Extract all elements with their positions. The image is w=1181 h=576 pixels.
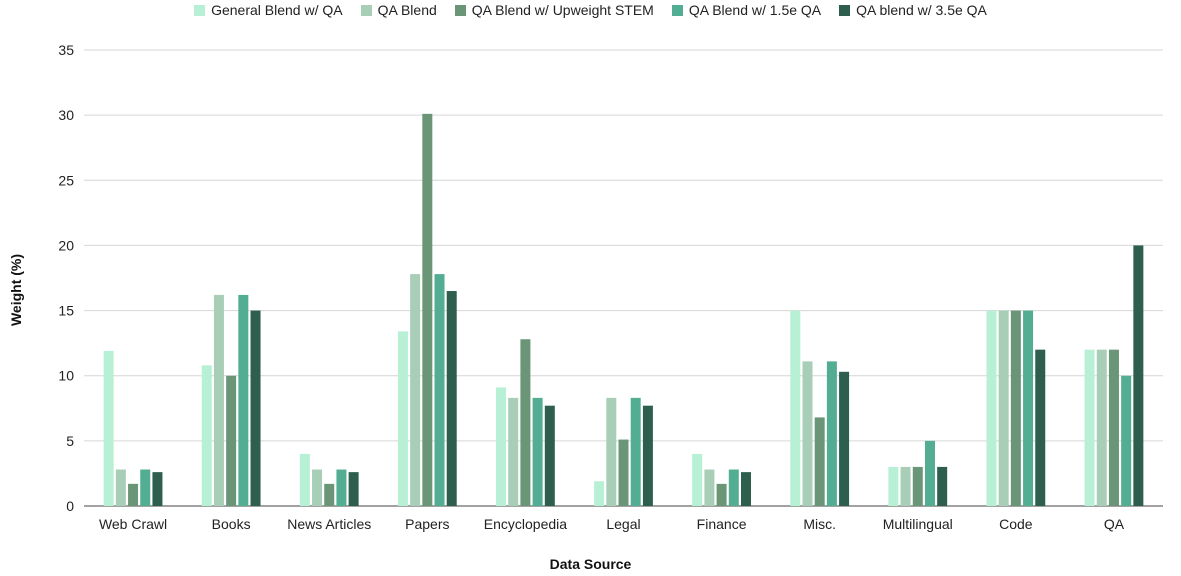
bar	[716, 483, 727, 506]
bar	[140, 469, 151, 506]
legend-label: QA Blend	[377, 2, 437, 18]
x-tick-label: Legal	[606, 516, 640, 532]
y-tick-label: 15	[58, 303, 74, 319]
x-tick-label: Finance	[697, 516, 747, 532]
bar	[115, 469, 126, 506]
bar	[103, 350, 114, 506]
x-tick-label: Books	[212, 516, 251, 532]
bar	[238, 294, 249, 506]
bar	[422, 113, 433, 506]
y-tick-label: 35	[58, 42, 74, 58]
x-tick-label: Code	[999, 516, 1033, 532]
x-tick-label: Papers	[405, 516, 449, 532]
bar	[839, 371, 850, 506]
bar	[986, 310, 997, 506]
chart-legend: General Blend w/ QA QA Blend QA Blend w/…	[0, 2, 1181, 18]
legend-item-upweight-stem: QA Blend w/ Upweight STEM	[454, 2, 654, 18]
bar	[226, 375, 237, 506]
bar	[692, 453, 703, 506]
legend-item-1-5e-qa: QA Blend w/ 1.5e QA	[671, 2, 822, 18]
bar	[912, 466, 923, 506]
bar	[924, 440, 935, 506]
bar	[1010, 310, 1021, 506]
x-tick-label: News Articles	[287, 516, 371, 532]
bar	[397, 331, 408, 506]
bar	[618, 439, 629, 506]
bar	[348, 472, 359, 506]
y-tick-labels: 0 5 10 15 20 25 30 35	[58, 42, 74, 514]
legend-swatch	[671, 4, 683, 16]
bar	[152, 472, 163, 506]
x-tick-labels: Web Crawl Books News Articles Papers Encyclo…	[99, 516, 1125, 532]
y-tick-label: 0	[66, 498, 74, 514]
bar	[998, 310, 1009, 506]
bar	[446, 291, 457, 506]
bar	[790, 310, 801, 506]
x-tick-label: Multilingual	[883, 516, 953, 532]
bar	[1121, 375, 1132, 506]
bar	[434, 274, 445, 506]
bar	[630, 397, 641, 506]
bar	[704, 469, 715, 506]
bar	[213, 294, 224, 506]
legend-item-qa-blend: QA Blend	[360, 2, 437, 18]
bar	[1133, 245, 1144, 506]
legend-label: QA Blend w/ Upweight STEM	[471, 2, 654, 18]
legend-swatch	[360, 4, 372, 16]
bar	[814, 417, 825, 506]
bar	[826, 361, 837, 506]
bar	[532, 397, 543, 506]
bar	[410, 274, 421, 506]
y-axis-title: Weight (%)	[8, 253, 24, 327]
gridlines	[84, 49, 1163, 507]
bar	[937, 466, 948, 506]
legend-label: QA Blend w/ 1.5e QA	[688, 2, 822, 18]
bar	[250, 310, 261, 506]
bar	[520, 339, 531, 506]
bar	[740, 472, 751, 506]
bar	[728, 469, 739, 506]
bar	[201, 365, 212, 506]
bar	[312, 469, 323, 506]
y-tick-label: 25	[58, 172, 74, 188]
y-tick-label: 20	[58, 237, 74, 253]
legend-swatch	[839, 4, 851, 16]
bar	[336, 469, 347, 506]
bar	[1096, 349, 1107, 506]
x-tick-label: Misc.	[803, 516, 836, 532]
bars	[103, 113, 1144, 506]
bar	[802, 361, 813, 506]
bar	[128, 483, 139, 506]
legend-swatch	[454, 4, 466, 16]
legend-item-general-blend: General Blend w/ QA	[194, 2, 343, 18]
x-tick-label: Web Crawl	[99, 516, 167, 532]
bar	[1023, 310, 1034, 506]
bar	[642, 405, 653, 506]
y-tick-label: 5	[66, 433, 74, 449]
legend-label: General Blend w/ QA	[211, 2, 343, 18]
bar	[1035, 349, 1046, 506]
y-tick-label: 10	[58, 368, 74, 384]
legend-swatch	[194, 4, 206, 16]
legend-item-3-5e-qa: QA blend w/ 3.5e QA	[839, 2, 987, 18]
bar	[1084, 349, 1095, 506]
x-axis-title: Data Source	[549, 556, 632, 572]
y-tick-label: 30	[58, 107, 74, 123]
bar	[606, 397, 617, 506]
bar	[299, 453, 310, 506]
legend-label: QA blend w/ 3.5e QA	[856, 2, 987, 18]
bar	[888, 466, 899, 506]
bar	[1108, 349, 1119, 506]
bar	[900, 466, 911, 506]
x-tick-label: Encyclopedia	[484, 516, 567, 532]
bar	[496, 387, 507, 506]
bar	[508, 397, 519, 506]
bar	[594, 481, 605, 506]
bar	[324, 483, 335, 506]
bar	[544, 405, 555, 506]
x-tick-label: QA	[1104, 516, 1125, 532]
